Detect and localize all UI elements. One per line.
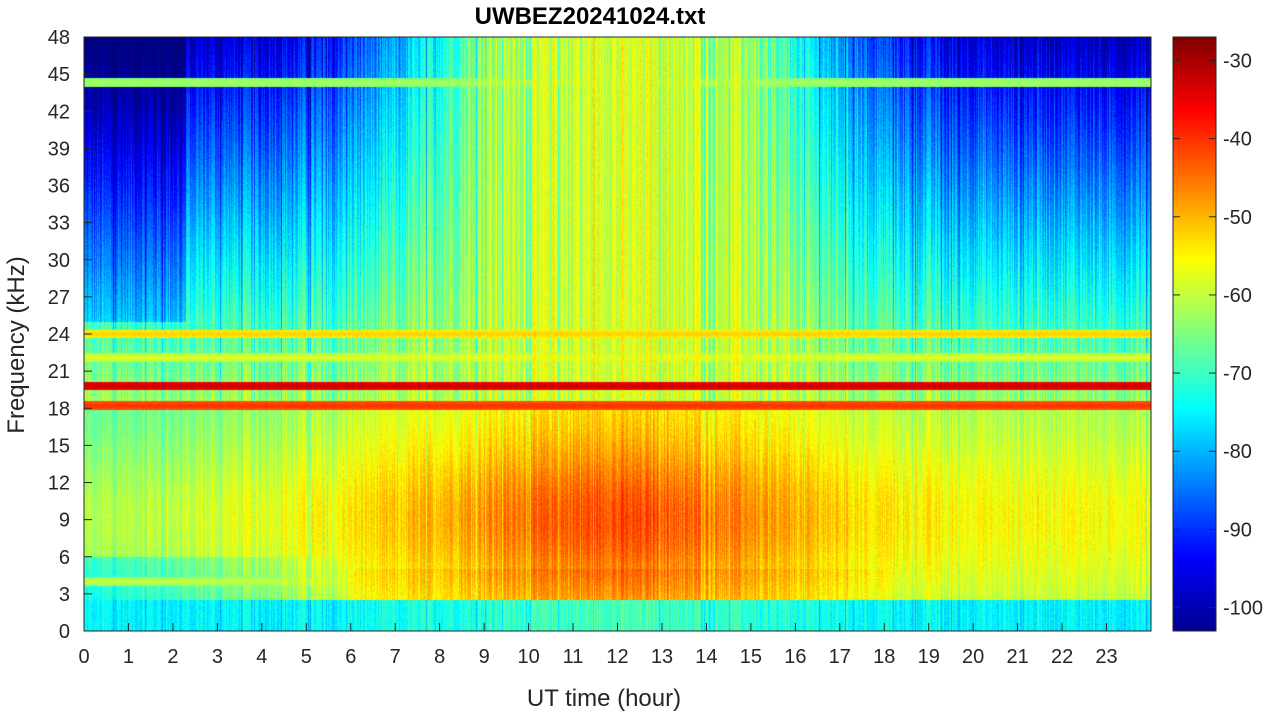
colorbar-gradient <box>1172 36 1217 632</box>
x-axis: 0 1 2 3 4 5 6 7 8 9 10 11 12 13 14 15 16 17 18 19 20 21 22 23 <box>78 623 1118 668</box>
y-tick-label: 27 <box>48 287 70 309</box>
colorbar-ticks: -30 -40 -50 -60 -70 -80 -90 -100 <box>1173 50 1263 620</box>
y-tick-label: 24 <box>48 324 70 346</box>
y-tick-label: 15 <box>48 435 70 457</box>
y-tick-label: 33 <box>48 213 70 235</box>
colorbar: -30 -40 -50 -60 -70 -80 -90 -100 <box>1172 36 1263 632</box>
colorbar-tick-label: -60 <box>1223 285 1252 307</box>
x-tick-label: 3 <box>212 646 223 668</box>
heatmap-area <box>83 36 1152 632</box>
y-tick-label: 18 <box>48 398 70 420</box>
x-tick-label: 1 <box>123 646 134 668</box>
x-tick-label: 15 <box>740 646 762 668</box>
x-tick-label: 11 <box>563 646 584 668</box>
x-tick-label: 16 <box>784 646 806 668</box>
y-tick-label: 3 <box>59 584 70 606</box>
y-tick-label: 36 <box>48 176 70 198</box>
y-tick-label: 42 <box>48 101 70 123</box>
y-tick-label: 9 <box>59 510 70 532</box>
x-tick-label: 10 <box>517 646 539 668</box>
x-tick-label: 21 <box>1007 646 1029 668</box>
colorbar-tick-label: -40 <box>1223 129 1252 151</box>
x-tick-label: 20 <box>962 646 984 668</box>
y-tick-label: 21 <box>48 361 70 383</box>
colorbar-tick-label: -80 <box>1223 441 1252 463</box>
x-tick-label: 14 <box>695 646 717 668</box>
y-tick-label: 12 <box>48 473 70 495</box>
x-tick-label: 17 <box>829 646 851 668</box>
spectrogram-canvas <box>84 37 1151 631</box>
colorbar-tick-label: -30 <box>1223 50 1252 72</box>
x-tick-label: 18 <box>873 646 895 668</box>
x-tick-label: 12 <box>606 646 628 668</box>
x-tick-label: 9 <box>479 646 490 668</box>
x-tick-label: 7 <box>390 646 401 668</box>
x-tick-label: 23 <box>1095 646 1117 668</box>
chart-title: UWBEZ20241024.txt <box>475 3 706 30</box>
x-tick-label: 4 <box>256 646 267 668</box>
x-tick-label: 5 <box>301 646 312 668</box>
y-tick-label: 6 <box>59 547 70 569</box>
colorbar-tick-label: -100 <box>1223 598 1263 620</box>
x-tick-label: 8 <box>434 646 445 668</box>
y-tick-label: 45 <box>48 64 70 86</box>
x-tick-label: 22 <box>1051 646 1073 668</box>
colorbar-tick-label: -50 <box>1223 207 1252 229</box>
x-tick-label: 0 <box>78 646 89 668</box>
x-tick-label: 19 <box>918 646 940 668</box>
y-tick-label: 30 <box>48 250 70 272</box>
y-axis-label: Frequency (kHz) <box>3 256 30 433</box>
y-tick-label: 48 <box>48 27 70 49</box>
y-tick-label: 39 <box>48 138 70 160</box>
x-tick-label: 2 <box>167 646 178 668</box>
y-tick-label: 0 <box>59 621 70 643</box>
x-tick-label: 13 <box>651 646 673 668</box>
x-tick-label: 6 <box>345 646 356 668</box>
x-axis-label: UT time (hour) <box>527 685 681 712</box>
colorbar-tick-label: -70 <box>1223 363 1252 385</box>
colorbar-tick-label: -90 <box>1223 519 1252 541</box>
